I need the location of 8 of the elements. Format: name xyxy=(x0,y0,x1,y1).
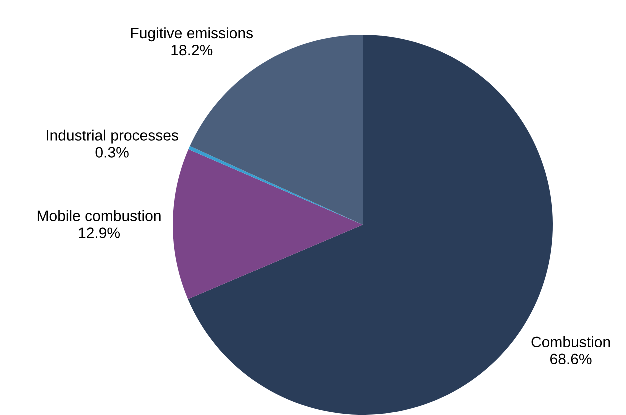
data-label: 18.2% xyxy=(172,44,213,56)
slice-label: Fugitive emissions xyxy=(131,28,254,42)
slice-label: Industrial processes xyxy=(47,130,178,144)
data-label: 68.6% xyxy=(550,354,592,365)
slice-label: Mobile combustion xyxy=(38,210,161,222)
slice-label: Combustion xyxy=(532,336,610,348)
data-label: 0.3% xyxy=(96,147,129,158)
data-label: 12.9% xyxy=(79,228,120,238)
